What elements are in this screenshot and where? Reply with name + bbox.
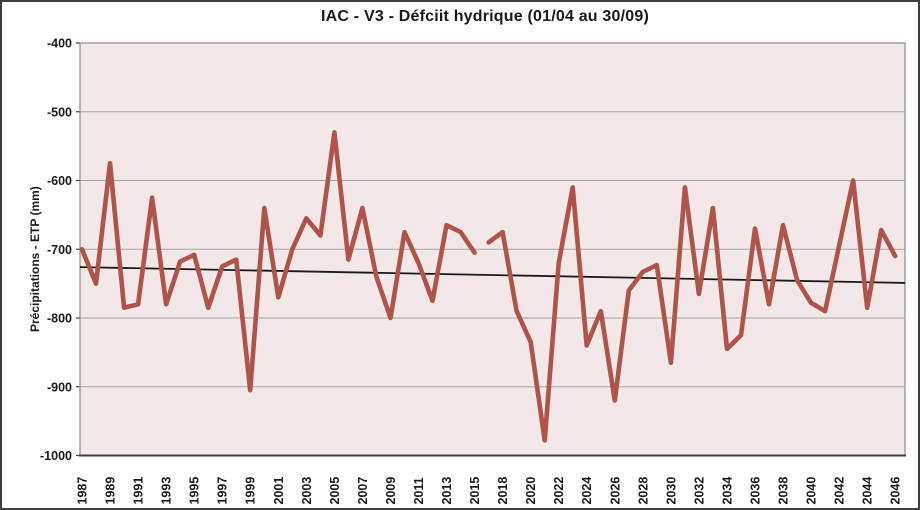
x-tick-label: 2036 (748, 477, 762, 505)
x-tick-label: 2026 (608, 477, 622, 505)
series-line-projection (486, 178, 898, 443)
x-tick-label: 2044 (861, 477, 875, 505)
x-tick-label: 1991 (132, 477, 146, 505)
x-tick-label: 2032 (692, 477, 706, 505)
x-tick-label: 2024 (580, 477, 594, 505)
y-tick-label: -600 (47, 174, 72, 188)
x-tick-label: 1989 (104, 477, 118, 505)
x-tick-label: 1993 (160, 477, 174, 505)
x-tick-label: 2005 (328, 477, 342, 505)
x-tick-label: 1987 (76, 477, 90, 505)
x-tick-label: 2046 (889, 477, 903, 505)
x-tick-label: 2018 (496, 477, 510, 505)
x-tick-label: 2015 (468, 477, 482, 505)
x-tick-label: 2040 (805, 477, 819, 505)
x-tick-label: 1997 (216, 477, 230, 505)
y-tick-label: -800 (47, 312, 72, 326)
x-tick-label: 2001 (272, 477, 286, 505)
y-tick-label: -500 (47, 105, 72, 119)
y-tick-label: -700 (47, 243, 72, 257)
x-tick-label: 2028 (636, 477, 650, 505)
y-tick-label: -400 (47, 37, 72, 51)
x-tick-label: 2022 (552, 477, 566, 505)
x-tick-label: 2003 (300, 477, 314, 505)
x-tick-label: 1999 (244, 477, 258, 505)
y-tick-label: -900 (47, 380, 72, 394)
trend-line (79, 266, 906, 284)
series-line-historical (79, 130, 477, 393)
x-tick-label: 2042 (833, 477, 847, 505)
x-tick-label: 2038 (777, 477, 791, 505)
x-tick-label: 2009 (384, 477, 398, 505)
x-tick-label: 2034 (720, 477, 734, 505)
x-tick-label: 2030 (664, 477, 678, 505)
y-tick-label: -1000 (40, 449, 72, 463)
chart-title: IAC - V3 - Défciit hydrique (01/04 au 30… (320, 8, 649, 25)
x-tick-label: 2020 (524, 477, 538, 505)
x-tick-label: 1995 (188, 477, 202, 505)
x-tick-label: 2007 (356, 477, 370, 505)
x-tick-label: 2011 (412, 477, 426, 504)
x-tick-label: 2013 (440, 477, 454, 505)
